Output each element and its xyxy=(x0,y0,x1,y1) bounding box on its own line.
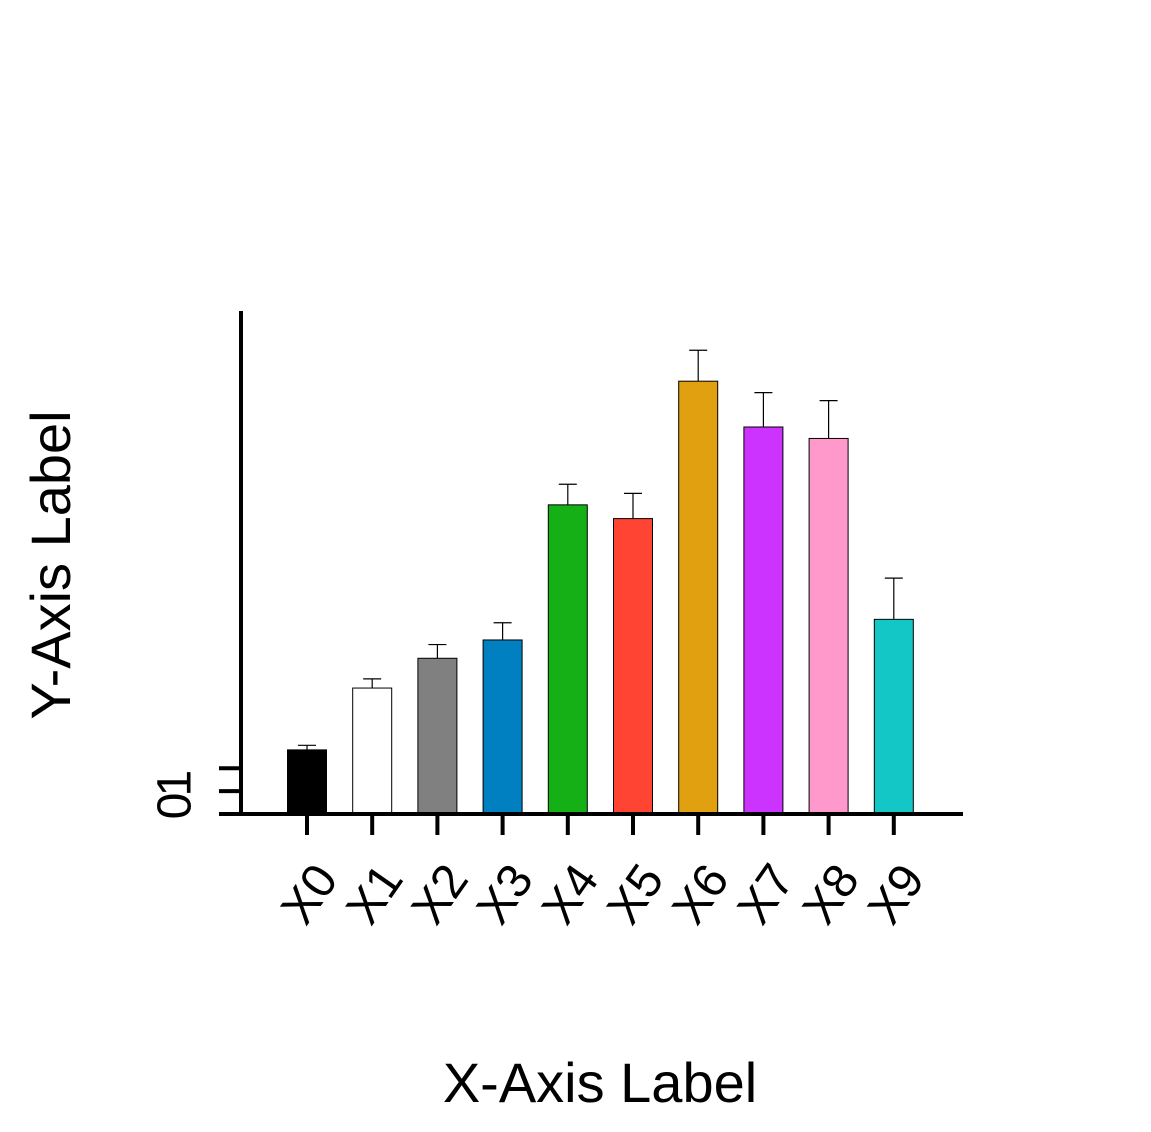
error-bar-x5 xyxy=(624,492,642,519)
x-tick-label-x8: X8 xyxy=(793,855,870,934)
y-tick-label-0: 0 xyxy=(149,793,202,820)
error-bar-x1 xyxy=(363,678,382,689)
bar-x3 xyxy=(482,639,523,815)
error-bar-x7 xyxy=(754,392,773,427)
bar-x4 xyxy=(547,504,588,815)
x-tick-label-x4: X4 xyxy=(532,855,609,934)
bar-x1 xyxy=(352,687,393,815)
bar-x0 xyxy=(287,749,327,815)
y-axis-title: Y-Axis Label xyxy=(19,410,82,719)
error-bars-layer xyxy=(298,349,903,750)
x-tick-label-x0: X0 xyxy=(271,855,348,934)
error-bar-x3 xyxy=(493,622,512,640)
bar-x5 xyxy=(613,518,653,815)
bars-layer xyxy=(287,380,914,815)
error-bar-x4 xyxy=(558,483,577,505)
bar-x8 xyxy=(808,437,849,815)
error-bar-x8 xyxy=(819,400,838,439)
x-tick-label-x2: X2 xyxy=(402,855,479,934)
error-bar-x6 xyxy=(689,349,708,382)
x-tick-label-x7: X7 xyxy=(728,855,805,934)
x-tick-label-x3: X3 xyxy=(467,855,544,934)
x-axis-title: X-Axis Label xyxy=(443,1051,757,1114)
x-tick-label-x9: X9 xyxy=(858,855,935,934)
bar-x7 xyxy=(743,426,784,815)
bar-x2 xyxy=(417,657,458,815)
error-bar-x9 xyxy=(884,577,903,620)
y-tick-label-1: 1 xyxy=(149,770,202,797)
error-bar-x2 xyxy=(428,643,447,659)
bar-x9 xyxy=(873,618,914,815)
x-tick-label-x6: X6 xyxy=(662,855,739,934)
y-ticks-layer: 01 xyxy=(149,766,241,820)
x-tick-label-x1: X1 xyxy=(336,855,413,934)
error-bar-x0 xyxy=(298,744,316,750)
bar-x6 xyxy=(678,380,719,815)
x-tick-label-x5: X5 xyxy=(597,855,674,934)
